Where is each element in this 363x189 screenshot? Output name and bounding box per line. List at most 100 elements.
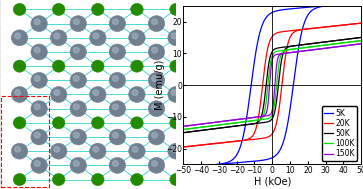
5K bbox=[354, 2, 358, 4]
150K bbox=[354, 43, 358, 46]
20K bbox=[181, 146, 185, 148]
Circle shape bbox=[131, 60, 143, 72]
Circle shape bbox=[93, 33, 99, 39]
Circle shape bbox=[70, 72, 86, 88]
Circle shape bbox=[168, 143, 184, 159]
20K bbox=[268, 40, 272, 42]
Circle shape bbox=[52, 174, 65, 186]
100K bbox=[181, 128, 185, 131]
Circle shape bbox=[13, 60, 26, 72]
Circle shape bbox=[113, 104, 118, 110]
Circle shape bbox=[132, 90, 138, 95]
100K bbox=[263, 108, 267, 110]
20K bbox=[190, 145, 195, 147]
5K bbox=[321, 5, 326, 7]
5K bbox=[181, 167, 185, 169]
Circle shape bbox=[109, 129, 126, 145]
Circle shape bbox=[34, 161, 40, 166]
100K bbox=[190, 127, 195, 129]
Circle shape bbox=[31, 72, 47, 88]
5K bbox=[190, 166, 195, 168]
Circle shape bbox=[129, 143, 145, 159]
Circle shape bbox=[131, 117, 143, 129]
Circle shape bbox=[109, 16, 126, 32]
Circle shape bbox=[90, 143, 106, 159]
Circle shape bbox=[31, 16, 47, 32]
Circle shape bbox=[13, 3, 26, 15]
100K bbox=[268, 66, 272, 68]
100K bbox=[354, 40, 358, 42]
Circle shape bbox=[91, 60, 104, 72]
Circle shape bbox=[31, 157, 47, 173]
Circle shape bbox=[148, 72, 165, 88]
150K bbox=[359, 43, 363, 45]
Circle shape bbox=[91, 117, 104, 129]
5K bbox=[268, 13, 272, 15]
Circle shape bbox=[73, 132, 79, 138]
150K bbox=[354, 43, 358, 46]
Circle shape bbox=[50, 143, 67, 159]
20K bbox=[354, 22, 358, 25]
Circle shape bbox=[148, 157, 165, 173]
Circle shape bbox=[70, 16, 86, 32]
Circle shape bbox=[50, 30, 67, 46]
Circle shape bbox=[132, 33, 138, 39]
Circle shape bbox=[152, 132, 158, 138]
Circle shape bbox=[171, 33, 177, 39]
Circle shape bbox=[113, 76, 118, 81]
Circle shape bbox=[109, 157, 126, 173]
Circle shape bbox=[171, 146, 177, 152]
Circle shape bbox=[131, 174, 143, 186]
Circle shape bbox=[70, 101, 86, 117]
Circle shape bbox=[54, 146, 60, 152]
Circle shape bbox=[109, 44, 126, 60]
Circle shape bbox=[109, 72, 126, 88]
Legend: 5K, 20K, 50K, 100K, 150K: 5K, 20K, 50K, 100K, 150K bbox=[322, 106, 357, 161]
Circle shape bbox=[152, 76, 158, 81]
X-axis label: H (kOe): H (kOe) bbox=[254, 176, 291, 186]
Circle shape bbox=[90, 30, 106, 46]
150K bbox=[190, 124, 195, 126]
50K bbox=[359, 36, 363, 39]
Circle shape bbox=[15, 90, 21, 95]
Circle shape bbox=[148, 16, 165, 32]
Circle shape bbox=[113, 161, 118, 166]
Circle shape bbox=[31, 44, 47, 60]
Circle shape bbox=[52, 117, 65, 129]
Circle shape bbox=[168, 87, 184, 102]
Circle shape bbox=[152, 19, 158, 25]
Circle shape bbox=[93, 146, 99, 152]
150K bbox=[263, 114, 267, 116]
Circle shape bbox=[73, 19, 79, 25]
Circle shape bbox=[70, 157, 86, 173]
Circle shape bbox=[54, 33, 60, 39]
Circle shape bbox=[109, 101, 126, 117]
Circle shape bbox=[52, 60, 65, 72]
Circle shape bbox=[73, 161, 79, 166]
Circle shape bbox=[70, 129, 86, 145]
20K bbox=[263, 63, 267, 65]
5K bbox=[354, 2, 358, 4]
Circle shape bbox=[131, 3, 143, 15]
Circle shape bbox=[90, 87, 106, 102]
Circle shape bbox=[148, 129, 165, 145]
100K bbox=[354, 40, 358, 42]
Circle shape bbox=[34, 47, 40, 53]
100K bbox=[359, 40, 363, 42]
Line: 5K: 5K bbox=[183, 2, 361, 168]
50K bbox=[321, 41, 326, 43]
100K bbox=[321, 44, 326, 46]
50K bbox=[354, 37, 358, 39]
Circle shape bbox=[50, 87, 67, 102]
Circle shape bbox=[113, 19, 118, 25]
Line: 50K: 50K bbox=[183, 37, 361, 133]
Circle shape bbox=[73, 76, 79, 81]
Circle shape bbox=[152, 47, 158, 53]
20K bbox=[359, 22, 363, 24]
Circle shape bbox=[34, 19, 40, 25]
50K bbox=[354, 37, 358, 39]
Circle shape bbox=[15, 146, 21, 152]
Circle shape bbox=[34, 132, 40, 138]
Circle shape bbox=[148, 101, 165, 117]
Circle shape bbox=[70, 44, 86, 60]
